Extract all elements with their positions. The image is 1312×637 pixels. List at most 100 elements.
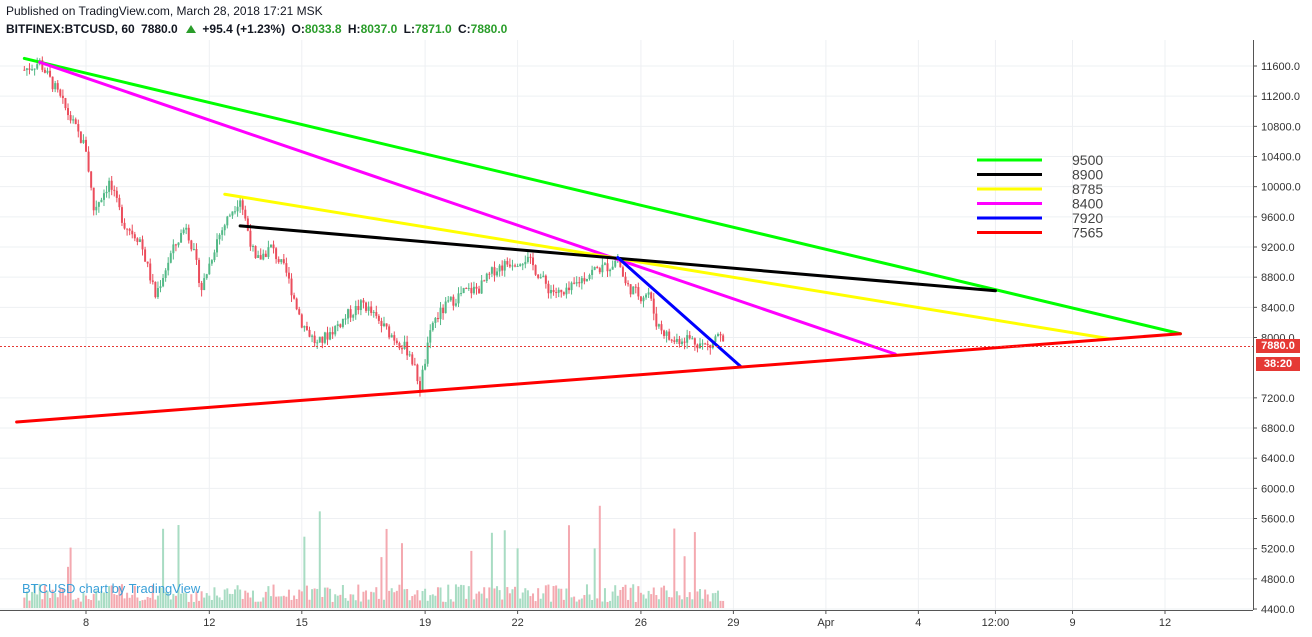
candle-body — [146, 261, 149, 264]
volume-bar — [136, 597, 139, 608]
volume-bar — [269, 596, 272, 608]
volume-bar — [244, 590, 247, 608]
volume-bar — [436, 587, 439, 608]
candle-body — [547, 283, 550, 294]
volume-bar — [629, 587, 632, 608]
y-tick-label: 4800.0 — [1261, 574, 1295, 586]
candle-body — [444, 301, 447, 314]
candle-body — [532, 257, 535, 266]
volume-bar — [128, 597, 131, 608]
candle-body — [82, 139, 85, 143]
candle-body — [244, 209, 247, 219]
candle-body — [118, 197, 121, 208]
x-tick-label: 12:00 — [982, 617, 1010, 629]
volume-bar — [344, 598, 347, 608]
volume-bar — [354, 600, 357, 608]
volume-bar — [226, 588, 229, 608]
y-tick-label: 6800.0 — [1261, 423, 1295, 435]
candle-body — [565, 287, 568, 295]
candle-body — [267, 247, 270, 257]
candle-body — [334, 325, 337, 335]
candle-body — [442, 307, 445, 314]
volume-bar — [562, 599, 565, 608]
candle-body — [606, 263, 609, 272]
volume-bar — [585, 584, 588, 608]
volume-bar — [578, 599, 581, 608]
candle-body — [246, 218, 249, 231]
volume-bar — [398, 584, 401, 608]
volume-bar — [632, 584, 635, 608]
volume-bar — [470, 550, 473, 608]
volume-bar — [259, 601, 262, 608]
volume-bar — [429, 595, 432, 608]
candle-body — [316, 342, 319, 344]
symbol-label[interactable]: BITFINEX:BTCUSD, 60 — [6, 22, 135, 36]
volume-bar — [390, 588, 393, 608]
volume-bar — [347, 600, 350, 608]
volume-bar — [478, 591, 481, 608]
chart-header: Published on TradingView.com, March 28, … — [0, 0, 1312, 40]
volume-bar — [716, 590, 719, 608]
candle-body — [285, 263, 288, 273]
volume-bar — [85, 595, 87, 608]
volume-bar — [616, 595, 619, 608]
up-arrow-icon — [186, 25, 197, 33]
high-value: 8037.0 — [360, 22, 398, 36]
candle-body — [69, 115, 72, 121]
volume-bar — [714, 592, 717, 608]
volume-bar — [693, 532, 696, 608]
candle-body — [305, 326, 308, 330]
volume-bar — [210, 599, 213, 608]
volume-bar — [575, 601, 578, 608]
candle-body — [557, 289, 560, 293]
volume-bar — [411, 596, 414, 608]
volume-bar — [298, 589, 301, 608]
candle-body — [452, 296, 455, 306]
volume-bar — [234, 589, 237, 608]
candle-body — [85, 139, 87, 152]
candle-body — [25, 68, 28, 70]
candle-body — [54, 83, 57, 90]
candle-body — [593, 267, 596, 270]
trendline — [38, 60, 897, 356]
volume-bar — [624, 584, 627, 608]
volume-bar — [711, 593, 714, 608]
volume-bar — [51, 589, 54, 608]
volume-bar — [588, 594, 591, 608]
candle-body — [185, 227, 188, 230]
candle-body — [51, 76, 54, 90]
candle-body — [72, 119, 75, 121]
volume-bar — [159, 587, 162, 608]
trendline — [223, 192, 1113, 341]
candle-body — [403, 341, 406, 349]
volume-bar — [46, 591, 49, 608]
volume-bar — [74, 599, 77, 608]
candle-body — [216, 239, 219, 253]
volume-bar — [485, 598, 488, 608]
tradingview-watermark[interactable]: BTCUSD chart by TradingView — [22, 581, 201, 596]
volume-bar — [560, 588, 563, 608]
candle-body — [678, 338, 681, 345]
volume-bar — [524, 588, 527, 608]
candle-body — [485, 273, 488, 282]
candle-body — [688, 335, 691, 339]
close-label: C: — [457, 22, 471, 36]
volume-bar — [462, 585, 465, 608]
candle-body — [429, 330, 432, 343]
volume-bar — [675, 591, 678, 608]
volume-bar — [149, 597, 152, 608]
candle-body — [223, 225, 226, 231]
candle-body — [28, 68, 31, 70]
candle-body — [100, 199, 103, 203]
volume-bar — [403, 589, 406, 608]
candle-body — [460, 293, 463, 295]
candle-body — [645, 294, 648, 298]
candle-body — [234, 211, 237, 213]
candle-body — [711, 341, 714, 348]
candle-body — [167, 262, 170, 271]
candle-body — [141, 239, 144, 250]
candle-body — [706, 343, 709, 345]
x-tick-label: 12 — [203, 617, 215, 629]
candle-body — [416, 364, 419, 382]
